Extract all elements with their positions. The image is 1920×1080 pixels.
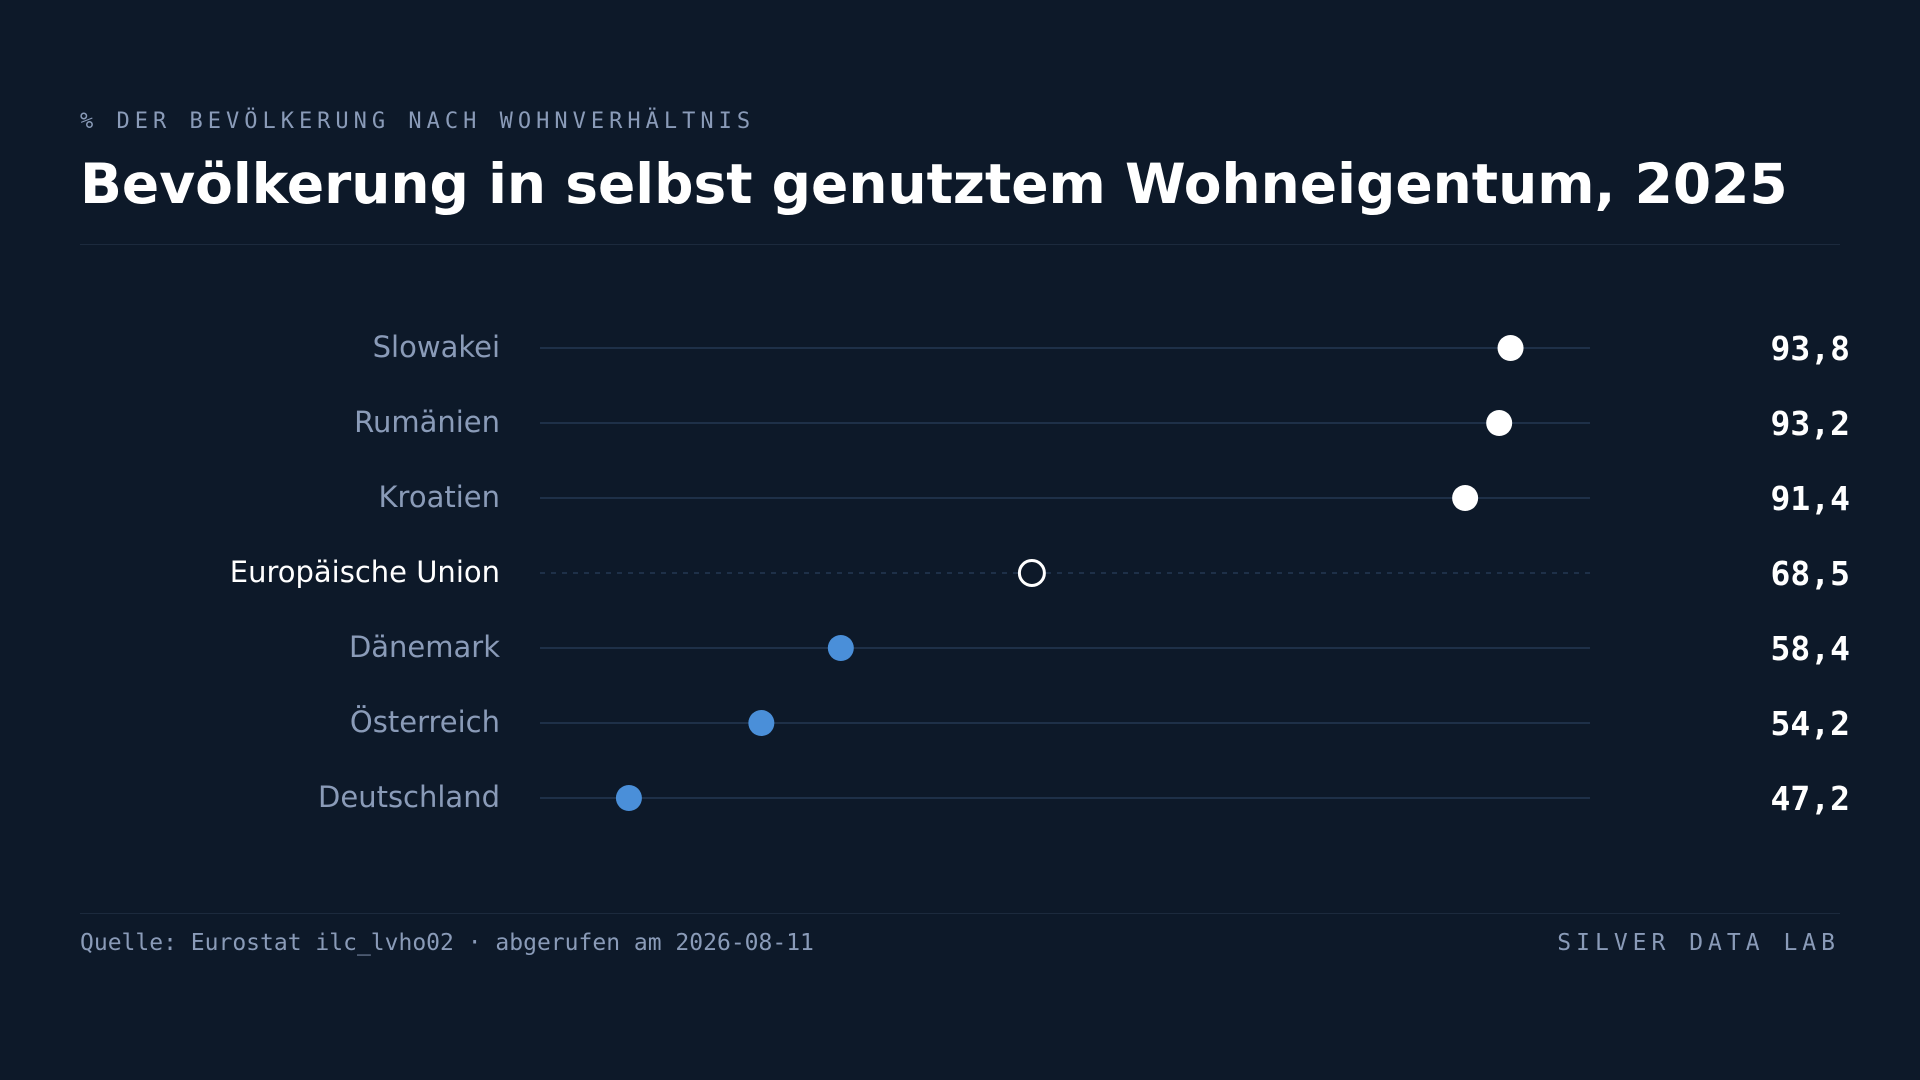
data-dot <box>615 785 642 811</box>
data-dot <box>748 710 775 736</box>
category-label: Europäische Union <box>230 555 500 589</box>
chart-title: Bevölkerung in selbst genutztem Wohneige… <box>80 152 1788 216</box>
value-label: 68,5 <box>1771 554 1850 593</box>
value-label: 58,4 <box>1771 629 1850 668</box>
category-label: Österreich <box>350 705 500 739</box>
data-dot <box>827 635 854 661</box>
value-label: 54,2 <box>1771 704 1850 743</box>
value-label: 47,2 <box>1771 779 1850 818</box>
category-label: Rumänien <box>354 405 500 439</box>
category-label: Slowakei <box>373 330 500 364</box>
data-dot <box>1452 485 1479 511</box>
value-label: 91,4 <box>1771 479 1850 518</box>
reference-dot <box>1017 559 1046 587</box>
brand-label: SILVER DATA LAB <box>1557 930 1840 956</box>
source-note: Quelle: Eurostat ilc_lvho02 · abgerufen … <box>80 930 814 956</box>
value-label: 93,2 <box>1771 404 1850 443</box>
value-label: 93,8 <box>1771 329 1850 368</box>
footer-divider <box>80 913 1840 914</box>
category-label: Dänemark <box>349 630 500 664</box>
chart-kicker: % DER BEVÖLKERUNG NACH WOHNVERHÄLTNIS <box>80 109 756 134</box>
category-label: Kroatien <box>379 480 500 514</box>
data-dot <box>1486 410 1513 436</box>
data-dot <box>1497 335 1524 361</box>
header-divider <box>80 244 1840 245</box>
category-label: Deutschland <box>318 780 500 814</box>
